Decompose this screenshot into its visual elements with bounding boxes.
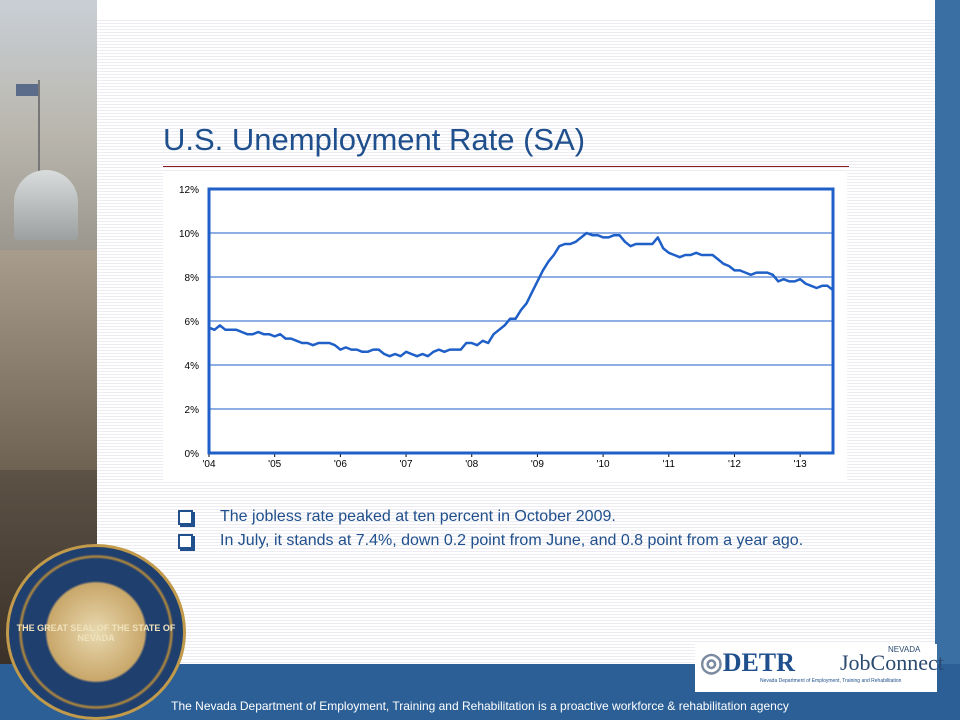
seal-text: THE GREAT SEAL OF THE STATE OF NEVADA (16, 623, 176, 643)
x-tick-label: '09 (531, 459, 544, 470)
x-tick-label: '11 (663, 459, 676, 470)
y-tick-label: 10% (179, 229, 199, 240)
bullet-item: In July, it stands at 7.4%, down 0.2 poi… (178, 532, 918, 550)
jobconnect-logo: JobConnect (840, 650, 944, 675)
jobconnect-nevada-text: NEVADA (888, 645, 921, 654)
x-tick-label: '13 (794, 459, 807, 470)
checkbox-bullet-icon (178, 534, 193, 549)
slide-title: U.S. Unemployment Rate (SA) (163, 122, 586, 157)
x-tick-label: '08 (465, 459, 478, 470)
unemployment-chart: 0% 2% 4% 6% 8% 10% 12% '04 '05 '06 '07 '08 '09 '10 '11… (179, 185, 835, 470)
nevada-seal-icon: THE GREAT SEAL OF THE STATE OF NEVADA (6, 544, 186, 720)
footer-text: The Nevada Department of Employment, Tra… (171, 699, 789, 713)
title-underline (163, 166, 849, 167)
capitol-building (0, 250, 97, 470)
y-tick-label: 12% (179, 185, 199, 196)
x-tick-label: '10 (597, 459, 610, 470)
x-tick-label: '05 (268, 459, 281, 470)
detr-logo: ◎DETR (700, 648, 795, 677)
y-tick-label: 0% (185, 449, 200, 460)
flagpole (38, 80, 40, 190)
detr-logo-text: DETR (722, 648, 795, 677)
y-tick-label: 6% (185, 317, 200, 328)
x-tick-label: '04 (202, 459, 215, 470)
plot-area-border (207, 187, 835, 455)
top-bar (97, 0, 935, 18)
y-tick-label: 2% (185, 405, 200, 416)
y-tick-label: 8% (185, 273, 200, 284)
bullet-list: The jobless rate peaked at ten percent i… (178, 508, 918, 556)
capitol-dome (14, 170, 78, 240)
x-tick-label: '07 (400, 459, 413, 470)
y-tick-label: 4% (185, 361, 200, 372)
checkbox-bullet-icon (178, 510, 193, 525)
chart-panel: 0% 2% 4% 6% 8% 10% 12% '04 '05 '06 '07 '08 '09 '10 '11… (163, 173, 847, 480)
logo-panel (695, 644, 937, 692)
bullet-text: In July, it stands at 7.4%, down 0.2 poi… (220, 532, 804, 549)
flag (16, 84, 38, 96)
right-bar (935, 0, 960, 720)
x-tick-label: '12 (728, 459, 741, 470)
x-tick-label: '06 (334, 459, 347, 470)
bullet-item: The jobless rate peaked at ten percent i… (178, 508, 918, 526)
bullet-text: The jobless rate peaked at ten percent i… (220, 508, 616, 525)
series-line (208, 231, 834, 358)
detr-logo-subtitle: Nevada Department of Employment, Trainin… (760, 678, 902, 684)
capitol-photo (0, 0, 97, 664)
